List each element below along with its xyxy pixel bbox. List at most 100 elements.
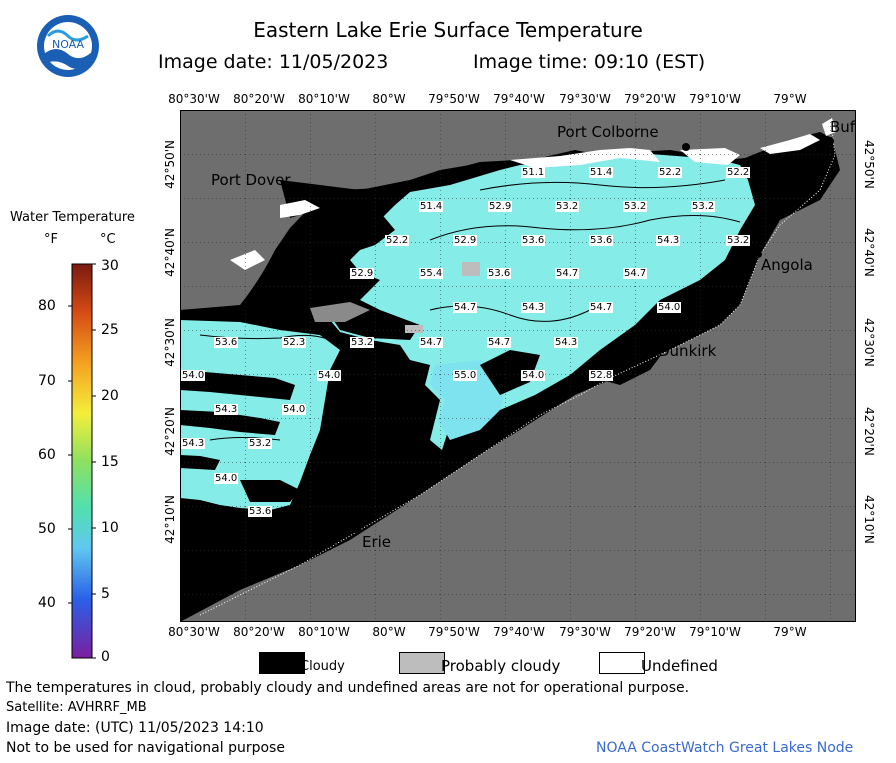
legend-undefined-swatch [599, 652, 645, 674]
cbar-c-tick: 15 [101, 454, 119, 470]
image-time: Image time: 09:10 (EST) [473, 51, 706, 73]
lon-label: 79°20'W [624, 625, 676, 639]
legend-cloudy-label: Cloudy [300, 659, 345, 674]
cbar-f-tick: 50 [38, 521, 56, 537]
footer-credit: NOAA CoastWatch Great Lakes Node [596, 740, 854, 756]
map-grid [180, 110, 856, 622]
temp-label: 54.0 [657, 302, 682, 313]
temp-label: 53.6 [214, 337, 239, 348]
city-erie: Erie [362, 533, 392, 551]
temp-label: 52.2 [385, 235, 410, 246]
temp-label: 53.2 [623, 201, 648, 212]
lat-label: 42°50'N [163, 140, 177, 189]
footer-satellite: Satellite: AVHRRF_MB [6, 700, 147, 715]
temp-label: 53.6 [521, 235, 546, 246]
city-marker-port-colborne[interactable] [682, 143, 690, 151]
map-subtitle: Image date: 11/05/2023 Image time: 09:10… [0, 51, 896, 75]
temp-label: 51.1 [521, 167, 546, 178]
footer-utc-date: Image date: (UTC) 11/05/2023 14:10 [6, 720, 264, 736]
temp-label: 55.4 [419, 268, 444, 279]
temp-label: 54.7 [589, 302, 614, 313]
footer-nav-note: Not to be used for navigational purpose [6, 740, 285, 756]
lon-label: 79°50'W [428, 625, 480, 639]
temp-label: 53.2 [248, 438, 273, 449]
cbar-c-tick: 5 [101, 586, 110, 602]
lon-label: 80°10'W [298, 625, 350, 639]
lon-label: 79°40'W [493, 625, 545, 639]
temp-label: 51.4 [589, 167, 614, 178]
temp-label: 53.6 [487, 268, 512, 279]
colorbar-unit-f: °F [44, 232, 58, 247]
cbar-c-tick: 25 [101, 322, 119, 338]
cbar-c-tick: 20 [101, 388, 119, 404]
temp-label: 54.0 [181, 370, 206, 381]
lon-label: 79°10'W [689, 92, 741, 106]
temp-label: 54.3 [214, 404, 239, 415]
lat-label: 42°40'N [163, 228, 177, 277]
noaa-logo: NOAA [36, 14, 100, 78]
temp-label: 52.9 [350, 268, 375, 279]
temp-label: 54.3 [521, 302, 546, 313]
cbar-f-tick: 70 [38, 373, 56, 389]
lon-label: 80°20'W [233, 92, 285, 106]
lat-label: 42°40'N [862, 228, 876, 277]
city-marker-angola[interactable] [754, 250, 762, 258]
lat-label: 42°50'N [862, 140, 876, 189]
temp-label: 53.2 [691, 201, 716, 212]
legend-cloudy-swatch [259, 652, 305, 674]
south-shoreline [199, 129, 836, 616]
temp-label: 54.7 [623, 268, 648, 279]
lon-label: 80°30'W [168, 92, 220, 106]
lon-label: 79°20'W [624, 92, 676, 106]
lon-label: 80°W [372, 92, 406, 106]
cbar-f-tick: 60 [38, 447, 56, 463]
cbar-c-tick: 0 [101, 649, 110, 665]
temp-label: 52.2 [658, 167, 683, 178]
city-marker-erie[interactable] [353, 526, 361, 534]
temp-label: 54.3 [656, 235, 681, 246]
temp-label: 54.0 [282, 404, 307, 415]
temp-label: 54.7 [419, 337, 444, 348]
city-dunkirk: Dunkirk [658, 342, 717, 360]
temp-label: 53.2 [350, 337, 375, 348]
legend-undefined-label: Undefined [641, 657, 718, 675]
city-marker-dunkirk[interactable] [650, 337, 658, 345]
temp-label: 54.3 [181, 438, 206, 449]
colorbar [68, 262, 96, 660]
lon-label: 80°30'W [168, 625, 220, 639]
temp-label: 54.0 [317, 370, 342, 381]
legend-probably-cloudy-label: Probably cloudy [441, 657, 561, 675]
city-port-dover: Port Dover [211, 171, 291, 189]
city-port-colborne: Port Colborne [557, 123, 659, 141]
lon-label: 80°20'W [233, 625, 285, 639]
temp-label: 52.9 [488, 201, 513, 212]
colorbar-title: Water Temperature [10, 210, 135, 225]
lon-label: 80°W [372, 625, 406, 639]
temp-label: 53.2 [726, 235, 751, 246]
lat-label: 42°10'N [862, 495, 876, 544]
colorbar-unit-c: °C [100, 232, 116, 247]
lat-label: 42°30'N [862, 318, 876, 367]
temp-label: 54.7 [487, 337, 512, 348]
temp-label: 52.3 [282, 337, 307, 348]
lon-label: 79°40'W [493, 92, 545, 106]
city-buffalo: Buf [830, 118, 856, 136]
lon-label: 79°W [773, 92, 807, 106]
temp-label: 55.0 [453, 370, 478, 381]
temp-label: 53.6 [248, 506, 273, 517]
city-marker-buffalo[interactable] [826, 137, 834, 145]
temp-label: 52.9 [453, 235, 478, 246]
temp-label: 54.3 [554, 337, 579, 348]
temp-label: 54.0 [214, 473, 239, 484]
cbar-f-tick: 80 [38, 298, 56, 314]
map-frame [180, 110, 856, 622]
legend-probably-cloudy-swatch [399, 652, 445, 674]
lon-label: 79°50'W [428, 92, 480, 106]
temp-label: 51.4 [419, 201, 444, 212]
noaa-logo-text: NOAA [52, 38, 85, 51]
city-angola: Angola [761, 256, 813, 274]
temp-label: 52.2 [726, 167, 751, 178]
temp-label: 52.8 [589, 370, 614, 381]
lat-label: 42°10'N [163, 495, 177, 544]
temp-label: 53.2 [555, 201, 580, 212]
